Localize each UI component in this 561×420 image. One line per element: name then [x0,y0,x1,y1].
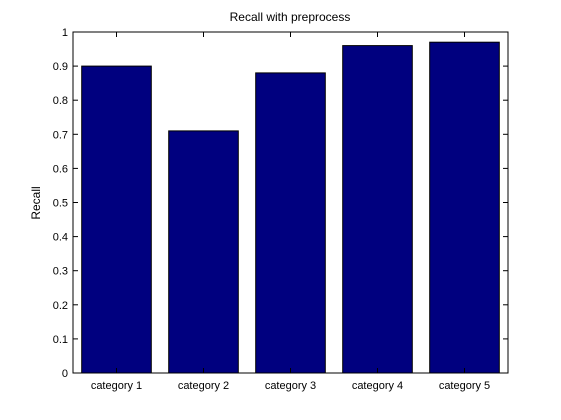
bar-2 [168,130,239,374]
bar-5 [429,41,500,374]
y-tick-label: 0.6 [53,163,68,175]
y-axis-label: Recall [29,186,43,219]
bar-4 [342,45,413,374]
x-tick-label: category 4 [352,380,403,392]
y-tick-label: 0.2 [53,300,68,312]
y-tick-label: 0.5 [53,198,68,210]
x-tick-label: category 5 [439,380,490,392]
bar-1 [81,65,152,374]
y-tick-label: 0 [62,368,68,380]
x-tick-label: category 1 [91,380,142,392]
bar-3 [255,72,326,374]
x-tick-label: category 3 [265,380,316,392]
chart-title: Recall with preprocess [230,10,351,24]
y-tick-label: 1 [62,27,68,39]
y-tick-label: 0.7 [53,129,68,141]
y-tick-label: 0.8 [53,95,68,107]
x-tick-label: category 2 [178,380,229,392]
plot-area: 0 0.1 0.2 0.3 0.4 0.5 0.6 0.7 0.8 0.9 1 category 1 c… [53,27,509,392]
y-tick-label: 0.9 [53,61,68,73]
y-tick-label: 0.4 [53,232,68,244]
y-tick-label: 0.3 [53,266,68,278]
y-tick-label: 0.1 [53,334,68,346]
